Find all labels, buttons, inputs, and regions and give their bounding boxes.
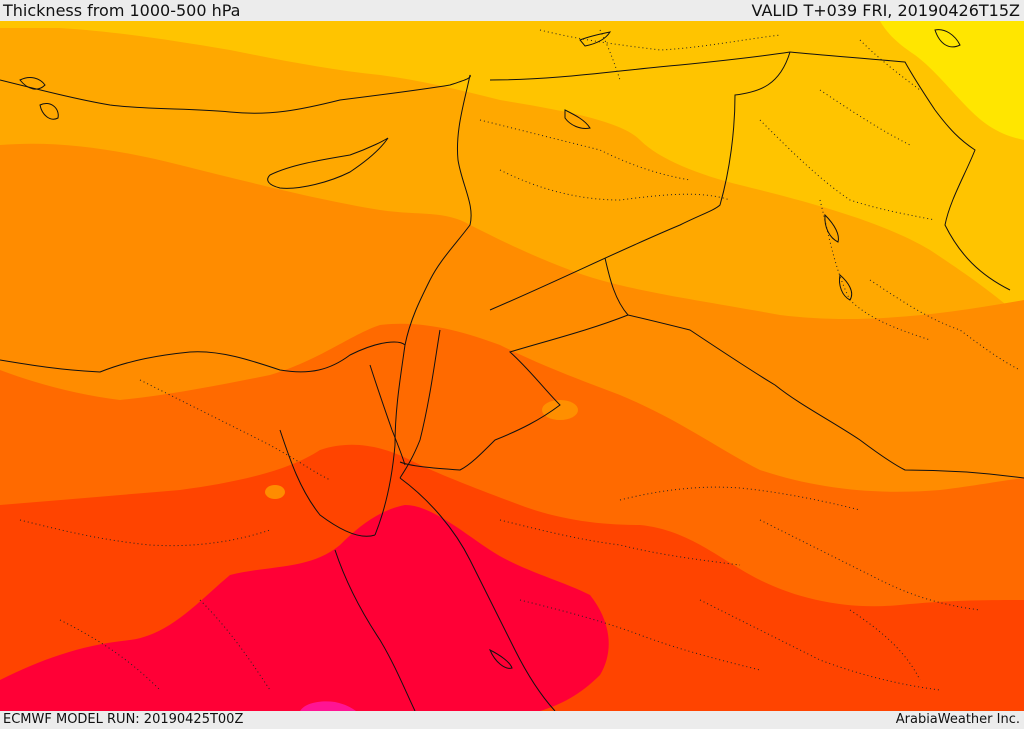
band-crimson: [0, 505, 609, 711]
islands-lakes: [19, 29, 961, 669]
coastlines: [0, 51, 1024, 711]
model-run-label: ECMWF MODEL RUN: 20190425T00Z: [3, 712, 244, 727]
band-magenta: [300, 701, 356, 711]
valid-time: VALID T+039 FRI, 20190426T15Z: [751, 1, 1020, 20]
blob-orange: [542, 400, 578, 420]
credit-label: ArabiaWeather Inc.: [895, 712, 1020, 727]
thickness-map: [0, 21, 1024, 711]
map-canvas: [0, 21, 1024, 711]
footer-bar: ECMWF MODEL RUN: 20190425T00Z ArabiaWeat…: [0, 711, 1024, 729]
band-yellow: [0, 21, 1024, 320]
map-title: Thickness from 1000-500 hPa: [3, 1, 241, 20]
blob-dark-orange: [265, 485, 285, 499]
band-bright-yellow: [880, 21, 1024, 140]
header-bar: Thickness from 1000-500 hPa VALID T+039 …: [0, 0, 1024, 21]
blob-yellow: [985, 30, 1005, 42]
